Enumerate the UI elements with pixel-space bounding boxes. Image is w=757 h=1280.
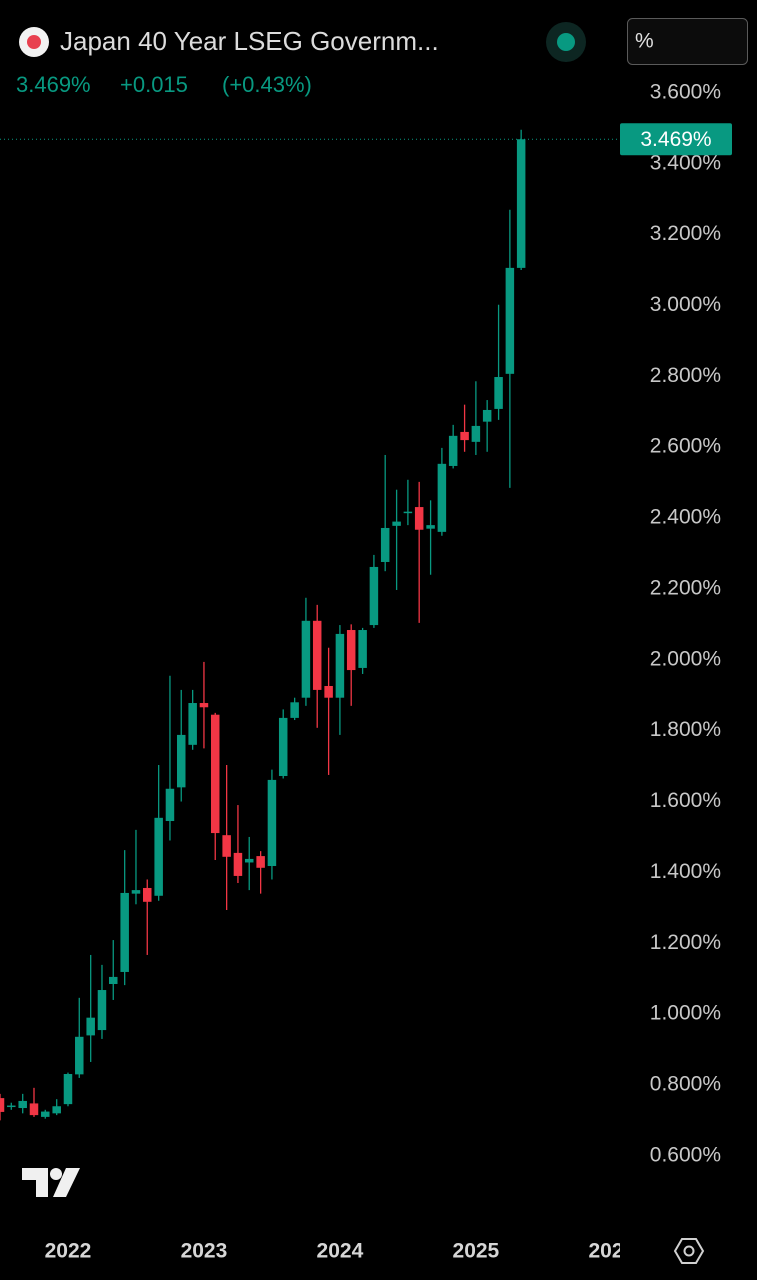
candle-body (324, 686, 333, 698)
settings-button[interactable] (673, 1238, 705, 1264)
last-price-tag-label: 3.469% (640, 128, 711, 151)
candle-body (233, 852, 243, 876)
tradingview-logo (22, 1168, 80, 1197)
candle-body (244, 858, 254, 863)
candle-body (516, 139, 526, 268)
last-price-tag (620, 123, 732, 156)
x-tick-label: 2022 (45, 1240, 92, 1263)
candle-body (471, 425, 481, 442)
candle-body (176, 734, 186, 788)
candle-body (222, 835, 231, 857)
candle-body (358, 630, 367, 668)
candle-body (335, 633, 345, 698)
candle-body (414, 507, 424, 530)
candle-body (267, 779, 277, 867)
candle-body (403, 511, 413, 514)
price-change: +0.015 (120, 72, 188, 97)
candle-body (75, 1036, 84, 1075)
candle-body (301, 620, 311, 698)
y-tick-label: 0.800% (650, 1073, 721, 1096)
y-tick-label: 1.000% (650, 1002, 721, 1025)
candle-body (199, 703, 209, 708)
last-price: 3.469% (16, 72, 91, 97)
overlay: 3.469% (0, 123, 732, 156)
candle-body (29, 1103, 39, 1116)
candle-body (505, 267, 515, 374)
candle-body (426, 525, 435, 529)
candle-body (210, 714, 220, 834)
symbol-title[interactable]: Japan 40 Year LSEG Governm... (60, 26, 439, 56)
y-tick-label: 1.600% (650, 789, 721, 812)
price-change-pct: (+0.43%) (222, 72, 312, 97)
y-tick-label: 2.800% (650, 364, 721, 387)
candle-body (448, 435, 458, 466)
x-tick-label: 2024 (317, 1240, 364, 1263)
candle-body (154, 817, 163, 896)
y-tick-label: 0.600% (650, 1143, 721, 1166)
candle-body (86, 1017, 95, 1036)
y-tick-label: 3.200% (650, 222, 721, 245)
candle-body (392, 521, 401, 526)
candle-body (0, 1098, 5, 1112)
y-tick-label: 1.800% (650, 718, 721, 741)
y-tick-label: 3.000% (650, 293, 721, 316)
candle-body (120, 892, 129, 972)
y-tick-label: 2.400% (650, 506, 721, 529)
y-tick-label: 3.400% (650, 151, 721, 174)
x-tick-label: 2025 (453, 1240, 500, 1263)
candle-body (278, 717, 288, 777)
candle-body (460, 431, 469, 441)
y-axis: 0.600% 0.800% 1.000% 1.200% 1.400% 1.600% 1.80… (650, 80, 721, 1166)
y-tick-label: 2.000% (650, 647, 721, 670)
y-tick-label: 1.400% (650, 860, 721, 883)
candle-body (256, 856, 265, 868)
candle-body (143, 887, 152, 902)
candle-body (494, 377, 503, 409)
candle-body (165, 788, 175, 822)
candle-body (97, 990, 107, 1031)
unit-box[interactable] (627, 18, 748, 65)
candle-body (437, 463, 447, 532)
x-tick-label: 2026 (588, 1240, 635, 1263)
y-tick-label: 1.200% (650, 931, 721, 954)
candle-body (188, 703, 197, 745)
candle-body (131, 890, 141, 894)
candle-body (290, 702, 299, 718)
market-status-dot (557, 33, 575, 51)
candle-body (109, 976, 118, 985)
x-axis: 2022 2023 2024 2025 2026 (45, 1240, 635, 1263)
x-tick-label: 2023 (181, 1240, 228, 1263)
candle-body (380, 527, 390, 562)
flag-dot (27, 35, 41, 49)
plot-area (0, 129, 526, 1121)
candle-body (52, 1106, 61, 1114)
candle-body (63, 1074, 73, 1105)
y-tick-label: 2.200% (650, 576, 721, 599)
candle-body (346, 630, 356, 671)
unit-label: % (635, 30, 654, 53)
candle-body (7, 1105, 16, 1108)
candle-body (41, 1111, 50, 1117)
candle-body (369, 566, 379, 626)
candle-body (18, 1100, 27, 1109)
candle-body (312, 620, 322, 690)
y-tick-label: 2.600% (650, 435, 721, 458)
y-tick-label: 3.600% (650, 80, 721, 103)
candle-body (482, 409, 492, 422)
